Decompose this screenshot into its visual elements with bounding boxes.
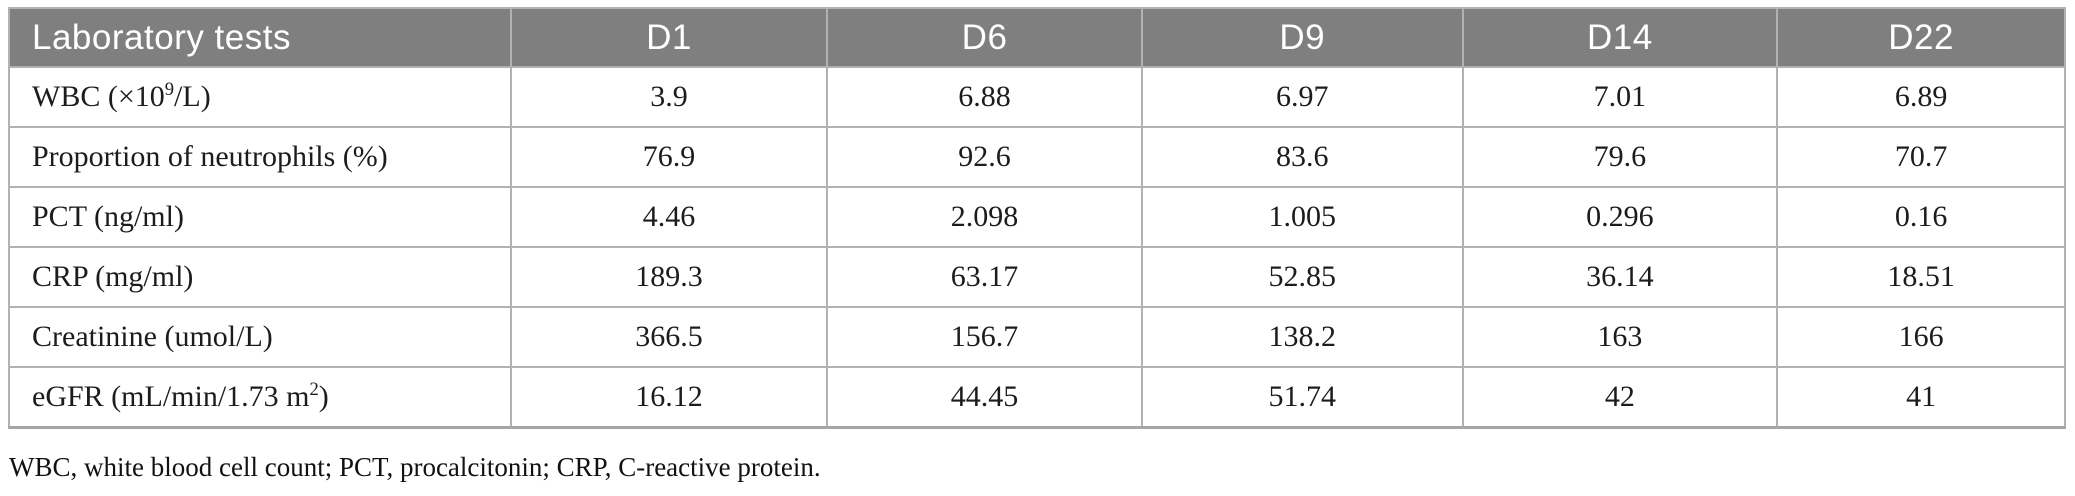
row-label-text: Creatinine (umol/L) [32, 320, 273, 353]
value-cell: 189.3 [509, 246, 829, 308]
laboratory-tests-table-container: Laboratory tests D1 D6 D9 D14 D22 WBC (×… [8, 7, 2066, 429]
value-cell: 70.7 [1776, 126, 2066, 188]
column-header-d9: D9 [1140, 7, 1464, 68]
value-cell: 0.16 [1776, 186, 2066, 248]
row-label-superscript: 2 [309, 378, 319, 400]
table-row: CRP (mg/ml) 189.3 63.17 52.85 36.14 18.51 [8, 246, 2066, 308]
row-label-text: Proportion of neutrophils (%) [32, 140, 388, 173]
table-row: eGFR (mL/min/1.73 m2) 16.12 44.45 51.74 42 41 [8, 366, 2066, 428]
row-label-text: ) [318, 379, 329, 413]
column-header-laboratory-tests: Laboratory tests [8, 7, 512, 68]
value-cell: 0.296 [1461, 186, 1779, 248]
row-label: Creatinine (umol/L) [8, 306, 512, 368]
value-cell: 76.9 [509, 126, 829, 188]
row-label: WBC (×109/L) [8, 66, 512, 128]
value-cell: 156.7 [826, 306, 1143, 368]
column-header-d6: D6 [826, 7, 1143, 68]
value-cell: 63.17 [826, 246, 1143, 308]
row-label: eGFR (mL/min/1.73 m2) [8, 366, 512, 428]
row-label-superscript: 9 [164, 79, 175, 100]
value-cell: 6.88 [826, 66, 1143, 128]
value-cell: 79.6 [1461, 126, 1779, 188]
value-cell: 52.85 [1140, 246, 1464, 308]
column-header-d14: D14 [1461, 7, 1779, 68]
value-cell: 4.46 [509, 186, 829, 248]
row-label-text: eGFR (mL/min/1.73 m [32, 379, 310, 413]
row-label: CRP (mg/ml) [8, 246, 512, 308]
value-cell: 138.2 [1140, 306, 1464, 368]
row-label-text: PCT (ng/ml) [32, 200, 184, 233]
value-cell: 92.6 [826, 126, 1143, 188]
value-cell: 1.005 [1140, 186, 1464, 248]
row-label-text: CRP (mg/ml) [32, 260, 194, 293]
value-cell: 6.89 [1776, 66, 2066, 128]
value-cell: 2.098 [826, 186, 1143, 248]
value-cell: 42 [1461, 366, 1779, 428]
row-label-text: /L) [174, 80, 211, 113]
column-header-d22: D22 [1776, 7, 2066, 68]
table-row: Creatinine (umol/L) 366.5 156.7 138.2 163 166 [8, 306, 2066, 368]
value-cell: 44.45 [826, 366, 1143, 428]
value-cell: 83.6 [1140, 126, 1464, 188]
row-label: PCT (ng/ml) [8, 186, 512, 248]
laboratory-tests-table: Laboratory tests D1 D6 D9 D14 D22 WBC (×… [8, 7, 2066, 429]
row-label: Proportion of neutrophils (%) [8, 126, 512, 188]
value-cell: 6.97 [1140, 66, 1464, 128]
table-row: WBC (×109/L) 3.9 6.88 6.97 7.01 6.89 [8, 66, 2066, 128]
value-cell: 36.14 [1461, 246, 1779, 308]
table-body: WBC (×109/L) 3.9 6.88 6.97 7.01 6.89 Proportio… [8, 66, 2066, 428]
column-header-d1: D1 [509, 7, 829, 68]
value-cell: 16.12 [509, 366, 829, 428]
table-row: Proportion of neutrophils (%) 76.9 92.6 83.… [8, 126, 2066, 188]
value-cell: 3.9 [509, 66, 829, 128]
value-cell: 366.5 [509, 306, 829, 368]
table-footnote: WBC, white blood cell count; PCT, procal… [9, 452, 821, 482]
table-row: PCT (ng/ml) 4.46 2.098 1.005 0.296 0.16 [8, 186, 2066, 248]
value-cell: 18.51 [1776, 246, 2066, 308]
value-cell: 166 [1776, 306, 2066, 368]
value-cell: 51.74 [1140, 366, 1464, 428]
value-cell: 163 [1461, 306, 1779, 368]
row-label-text: WBC (×10 [32, 80, 165, 113]
value-cell: 7.01 [1461, 66, 1779, 128]
header-row: Laboratory tests D1 D6 D9 D14 D22 [8, 7, 2066, 68]
value-cell: 41 [1776, 366, 2066, 428]
